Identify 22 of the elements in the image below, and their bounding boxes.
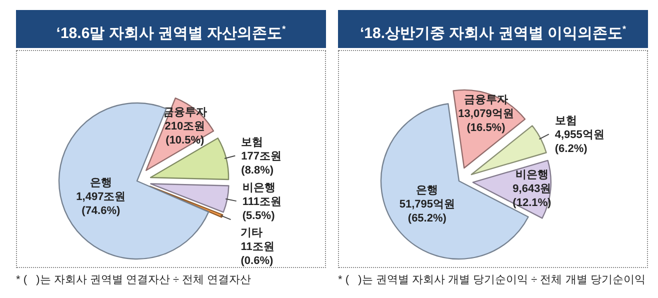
text: * ( )는 권역별 자회사 개별 당기순이익 ÷ 전체 개별 당기순이익 [338, 273, 646, 287]
slice-label: 금융투자 [464, 94, 508, 106]
slice-label: 비은행 [242, 182, 276, 194]
data-label: 210조원 (10.5%) [164, 120, 206, 147]
data-label: 9,643원 (12.1%) [512, 183, 552, 210]
data-label: 177조원 (8.8%) [241, 150, 282, 177]
data-label: 51,795억원 (65.2%) [399, 198, 456, 225]
slice-label: 보험 [554, 115, 577, 128]
slice-label: 기타 [240, 227, 263, 240]
text: * ( )는 자회사 권역별 연결자산 ÷ 전체 연결자산 [16, 273, 252, 287]
data-label: 111조원 (5.5%) [242, 196, 282, 222]
slice-label: 금융투자 [162, 106, 207, 119]
data-label: 1,497조원 (74.6%) [76, 190, 126, 217]
slice-label: 비은행 [515, 169, 548, 182]
chart-title: ‘18.상반기중 자회사 권역별 이익의존도$^{*}$ [338, 10, 648, 48]
chart-title: ‘18.6말 자회사 권역별 자산의존도$^{*}$ [16, 10, 326, 48]
slice-label: 보험 [241, 136, 264, 149]
slice-label: 은행 [416, 184, 438, 197]
data-label: 11조원 (0.6%) [240, 241, 274, 268]
slice-label: 은행 [90, 176, 112, 189]
data-label: 13,079억원 (16.5%) [458, 108, 514, 134]
data-label: 4,955억원 (6.2%) [554, 129, 604, 156]
